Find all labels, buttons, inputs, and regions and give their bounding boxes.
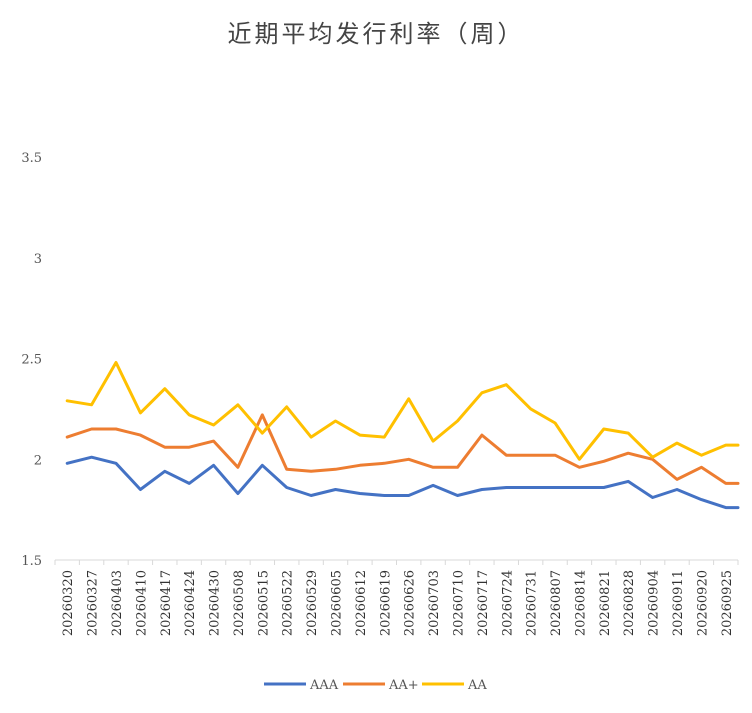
x-tick-label: 20260403 [110, 570, 125, 636]
y-axis-ticks: 1.5 2 2.5 3 3.5 [21, 151, 42, 569]
x-tick-label: 20260724 [500, 570, 515, 636]
y-tick-label: 2 [34, 453, 42, 468]
legend: AAA AA+ AA [264, 678, 487, 693]
y-tick-label: 3.5 [21, 151, 42, 166]
x-axis-ticks: 20260320 20260327 20260403 20260410 20260417… [54, 560, 739, 636]
x-tick-label: 20260327 [86, 570, 101, 636]
x-tick-label: 20260828 [622, 570, 637, 636]
x-tick-label: 20260904 [647, 570, 662, 636]
legend-label: AA [467, 678, 487, 693]
x-tick-label: 20260410 [134, 570, 149, 636]
x-tick-label: 20260626 [403, 570, 418, 636]
x-tick-label: 20260612 [354, 570, 369, 636]
y-tick-label: 1.5 [21, 554, 42, 569]
series-line-aaa [65, 455, 740, 510]
x-tick-label: 20260515 [256, 570, 271, 636]
legend-label: AA+ [388, 678, 419, 693]
x-tick-label: 20260807 [549, 570, 564, 636]
x-tick-label: 20260417 [159, 570, 174, 636]
x-tick-label: 20260508 [232, 570, 247, 636]
x-tick-label: 20260424 [183, 570, 198, 636]
x-tick-label: 20260814 [573, 570, 588, 636]
series-lines [65, 361, 740, 510]
y-tick-label: 2.5 [21, 353, 42, 368]
x-tick-label: 20260911 [671, 570, 686, 636]
x-tick-label: 20260430 [208, 570, 223, 636]
x-tick-label: 20260703 [427, 570, 442, 636]
x-tick-label: 20260522 [281, 570, 296, 636]
x-tick-label: 20260821 [598, 570, 613, 636]
x-tick-label: 20260920 [695, 570, 710, 636]
chart-title: 近期平均发行利率（周） [227, 20, 525, 48]
x-tick-label: 20260320 [61, 570, 76, 636]
series-line-aa-plus [65, 413, 740, 485]
x-tick-label: 20260605 [330, 570, 345, 636]
x-tick-label: 20260717 [476, 570, 491, 636]
x-tick-label: 20260619 [378, 570, 393, 636]
x-tick-label: 20260710 [451, 570, 466, 636]
y-tick-label: 3 [34, 252, 42, 267]
series-line-aa [65, 361, 740, 461]
x-tick-label: 20260529 [305, 570, 320, 636]
x-tick-label: 20260731 [525, 570, 540, 636]
x-tick-label: 20260925 [720, 570, 735, 636]
legend-label: AAA [309, 678, 339, 693]
